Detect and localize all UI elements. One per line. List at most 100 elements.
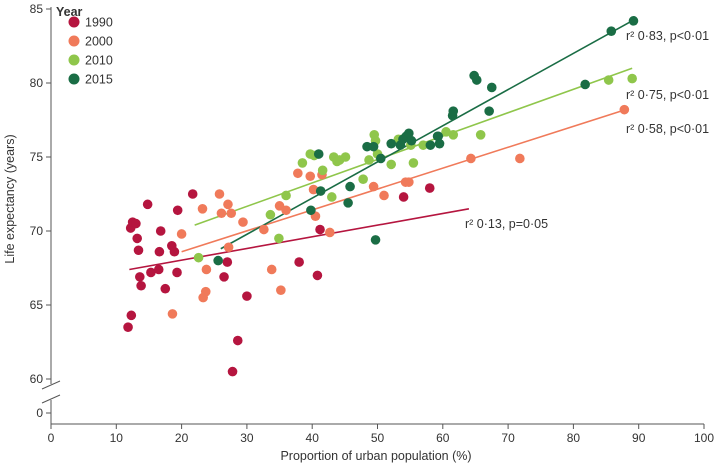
point-2000 <box>308 184 319 195</box>
point-1990 <box>187 189 198 199</box>
point-2015 <box>471 75 482 85</box>
point-1990 <box>123 322 133 333</box>
annotation-1990: r² 0·13, p=0·05 <box>465 217 548 231</box>
point-1990 <box>242 291 252 301</box>
point-2010 <box>326 192 337 202</box>
point-1990 <box>135 272 145 282</box>
point-2000 <box>238 217 248 227</box>
point-2000 <box>293 168 303 179</box>
point-2015 <box>313 149 324 159</box>
point-2000 <box>223 199 233 210</box>
point-2000 <box>200 286 211 297</box>
point-2010 <box>358 174 368 184</box>
plot-area: 0 10 20 30 40 50 60 70 80 90 100 0 60 65 70 75 80 85 r² … <box>30 2 715 445</box>
y-tick-label: 60 <box>30 372 44 386</box>
point-2015 <box>434 138 445 149</box>
point-2015 <box>213 255 223 266</box>
point-1990 <box>154 246 165 257</box>
trend-line-1990 <box>129 208 470 271</box>
legend-marker-2015 <box>68 73 80 85</box>
point-2010 <box>297 158 308 168</box>
x-axis-title: Proportion of urban population (%) <box>280 449 471 463</box>
point-2000 <box>368 181 379 192</box>
point-2015 <box>580 79 590 90</box>
point-2015 <box>368 141 379 152</box>
point-1990 <box>232 335 243 346</box>
annotation-2000: r² 0·58, p<0·01 <box>626 122 709 136</box>
trend-line-2015 <box>220 20 633 250</box>
point-2000 <box>281 205 291 216</box>
annotation-2015: r² 0·83, p<0·01 <box>626 29 709 43</box>
point-2015 <box>606 26 617 36</box>
point-1990 <box>172 267 182 278</box>
x-tick-label: 50 <box>371 431 385 445</box>
data-points <box>123 16 639 377</box>
point-2015 <box>315 186 326 196</box>
point-2010 <box>441 127 451 137</box>
point-2000 <box>259 224 269 235</box>
point-1990 <box>146 267 156 278</box>
point-2015 <box>433 131 444 142</box>
point-2010 <box>193 252 204 263</box>
y-tick-label: 65 <box>30 298 44 312</box>
y-tick-label: 85 <box>30 2 44 16</box>
legend-marker-1990 <box>68 16 80 28</box>
x-tick-label: 30 <box>240 431 254 445</box>
point-2000 <box>515 153 525 164</box>
point-1990 <box>132 233 142 244</box>
point-2015 <box>628 16 639 26</box>
point-2010 <box>274 233 284 244</box>
point-1990 <box>160 283 171 294</box>
axis-break-mark <box>41 380 61 404</box>
point-1990 <box>227 366 238 377</box>
point-2015 <box>343 198 353 208</box>
legend-title: Year <box>56 5 83 19</box>
point-2010 <box>475 130 486 140</box>
point-2015 <box>406 135 417 146</box>
point-2000 <box>266 264 277 275</box>
point-2015 <box>404 128 414 139</box>
point-2000 <box>216 208 227 219</box>
point-2000 <box>226 208 237 219</box>
point-2015 <box>425 140 436 150</box>
legend-label-2000: 2000 <box>85 35 113 49</box>
point-2010 <box>603 75 614 85</box>
annotation-2010: r² 0·75, p<0·01 <box>626 88 709 102</box>
point-1990 <box>155 226 166 236</box>
point-1990 <box>142 199 153 210</box>
point-1990 <box>398 192 409 202</box>
point-2015 <box>386 138 397 149</box>
point-2015 <box>345 181 355 192</box>
point-2015 <box>306 205 316 216</box>
point-2015 <box>370 235 381 245</box>
point-1990 <box>294 257 304 267</box>
point-1990 <box>131 218 141 229</box>
legend-label-2010: 2010 <box>85 54 113 68</box>
point-2010 <box>386 159 397 170</box>
point-2010 <box>317 165 328 176</box>
x-tick-label: 10 <box>110 431 124 445</box>
point-1990 <box>126 310 137 321</box>
point-2010 <box>418 140 429 150</box>
point-2010 <box>448 130 459 140</box>
y-tick-label: 0 <box>36 406 43 420</box>
point-2010 <box>340 152 351 162</box>
legend: Year 1990 2000 2010 2015 <box>56 5 113 87</box>
point-2010 <box>281 190 291 201</box>
point-1990 <box>315 224 325 235</box>
point-1990 <box>312 270 323 281</box>
point-2000 <box>223 242 234 253</box>
y-tick-label: 80 <box>30 76 44 90</box>
point-2000 <box>619 104 630 115</box>
point-1990 <box>136 280 146 291</box>
point-1990 <box>153 264 164 275</box>
x-tick-label: 0 <box>48 431 55 445</box>
point-2015 <box>486 82 497 93</box>
x-tick-label: 40 <box>306 431 320 445</box>
point-2000 <box>305 171 316 182</box>
point-2010 <box>364 155 374 165</box>
x-tick-label: 80 <box>567 431 581 445</box>
point-1990 <box>133 245 144 256</box>
point-2000 <box>325 227 335 238</box>
